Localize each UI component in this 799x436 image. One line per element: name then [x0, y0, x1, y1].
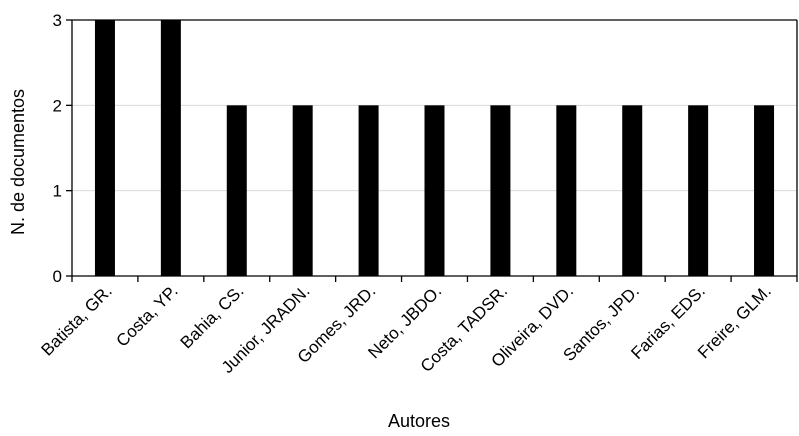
y-tick-label-0: 0: [53, 267, 62, 286]
bar-3: [292, 105, 313, 276]
bar-10: [754, 105, 775, 276]
x-tick-label-0: Batista, GR.: [38, 281, 116, 359]
bar-5: [424, 105, 445, 276]
bar-2: [226, 105, 247, 276]
bar-4: [358, 105, 379, 276]
bar-8: [622, 105, 643, 276]
x-tick-label-2: Bahia, CS.: [177, 281, 248, 352]
bar-7: [556, 105, 577, 276]
y-tick-labels: 0 1 2 3: [53, 11, 62, 286]
y-tick-label-1: 1: [53, 182, 62, 201]
y-axis-label: N. de documentos: [8, 89, 28, 235]
x-tick-label-1: Costa, YP.: [113, 281, 182, 350]
x-axis-label: Autores: [388, 411, 450, 431]
y-tick-label-2: 2: [53, 96, 62, 115]
bar-0: [94, 20, 115, 276]
axes: [66, 19, 798, 282]
bars: [94, 20, 775, 276]
bar-1: [160, 20, 181, 276]
bar-9: [688, 105, 709, 276]
x-tick-labels: Batista, GR.Costa, YP.Bahia, CS.Junior, …: [38, 281, 775, 377]
bar-6: [490, 105, 511, 276]
y-tick-label-3: 3: [53, 11, 62, 30]
